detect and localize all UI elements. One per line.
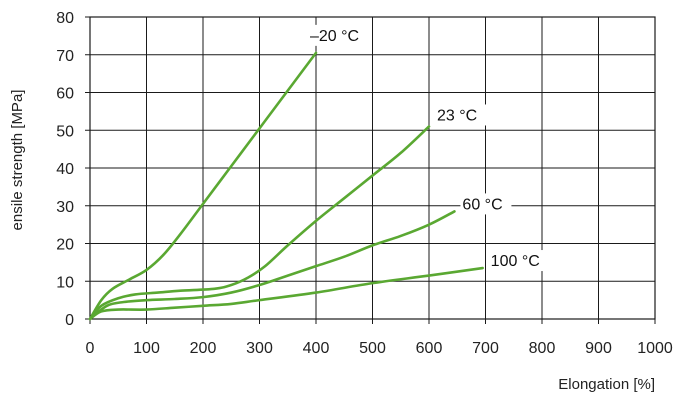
x-axis-title: Elongation [%] xyxy=(558,376,655,393)
x-axis-ticks: 0 100 200 300 400 500 600 700 800 900 1000 xyxy=(86,319,673,357)
y-axis-ticks: 0 10 20 30 40 50 60 70 80 xyxy=(56,10,90,329)
y-tick-label: 30 xyxy=(56,199,74,216)
series-line xyxy=(88,210,456,321)
x-tick-label: 600 xyxy=(416,340,443,357)
y-tick-label: 20 xyxy=(56,237,74,254)
grid xyxy=(89,16,656,320)
y-tick-label: 60 xyxy=(56,86,74,103)
x-tick-label: 100 xyxy=(133,340,160,357)
series-label: –20 °C xyxy=(310,28,359,45)
series-label: 100 °C xyxy=(491,253,540,270)
x-tick-label: 1000 xyxy=(637,340,673,357)
x-tick-label: 900 xyxy=(585,340,612,357)
x-tick-label: 400 xyxy=(303,340,330,357)
x-tick-label: 800 xyxy=(529,340,556,357)
x-tick-label: 500 xyxy=(359,340,386,357)
series-label: 23 °C xyxy=(437,107,477,124)
x-tick-label: 200 xyxy=(190,340,217,357)
y-axis-title: ensile strength [MPa] xyxy=(9,90,26,231)
series-labels: –20 °C 23 °C 60 °C 100 °C xyxy=(308,24,549,272)
x-tick-label: 0 xyxy=(86,340,95,357)
series-label-bg xyxy=(460,193,512,215)
series-line xyxy=(88,266,484,321)
y-tick-label: 10 xyxy=(56,274,74,291)
series-label-bg xyxy=(488,250,549,272)
series-line xyxy=(88,125,431,321)
y-tick-label: 0 xyxy=(65,312,74,329)
series-label-bg xyxy=(435,104,486,126)
y-tick-label: 40 xyxy=(56,161,74,178)
series-lines xyxy=(88,51,484,321)
x-tick-label: 300 xyxy=(246,340,273,357)
series-line xyxy=(88,51,318,321)
y-tick-label: 70 xyxy=(56,48,74,65)
series-label-bg xyxy=(308,24,368,46)
x-tick-label: 700 xyxy=(472,340,499,357)
y-tick-label: 50 xyxy=(56,123,74,140)
y-tick-label: 80 xyxy=(56,10,74,27)
series-label: 60 °C xyxy=(462,196,502,213)
